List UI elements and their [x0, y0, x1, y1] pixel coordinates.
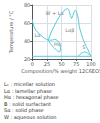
svg-text:75: 75 [73, 61, 79, 67]
svg-text:L₁ : micellar solution: L₁ : micellar solution [4, 81, 55, 87]
svg-text:Hα : hexagonal phase: Hα : hexagonal phase [4, 94, 59, 101]
svg-text:Lα: Lα [34, 31, 41, 38]
svg-text:Lα : lamellar phase: Lα : lamellar phase [4, 87, 52, 94]
svg-text:50: 50 [58, 61, 64, 67]
svg-text:Composition/% weight 12C6EO5: Composition/% weight 12C6EO5 [21, 68, 100, 75]
svg-text:80: 80 [24, 2, 30, 8]
svg-text:B : solid surfactant: B : solid surfactant [4, 101, 51, 107]
svg-text:Hα: Hα [54, 40, 61, 47]
svg-text:W : aqueous solution: W : aqueous solution [4, 114, 57, 121]
svg-text:Sα : solid phase: Sα : solid phase [4, 107, 44, 114]
svg-text:60: 60 [24, 20, 30, 26]
svg-text:40: 40 [24, 38, 30, 44]
svg-text:100: 100 [86, 61, 96, 67]
svg-text:Temperature / °C: Temperature / °C [8, 10, 15, 54]
svg-text:20: 20 [24, 56, 30, 62]
svg-text:S: S [82, 44, 85, 50]
svg-text:0: 0 [31, 61, 34, 67]
svg-text:Lαβ: Lαβ [65, 27, 74, 34]
svg-text:W + Lα: W + Lα [45, 10, 64, 17]
svg-text:25: 25 [44, 61, 50, 67]
